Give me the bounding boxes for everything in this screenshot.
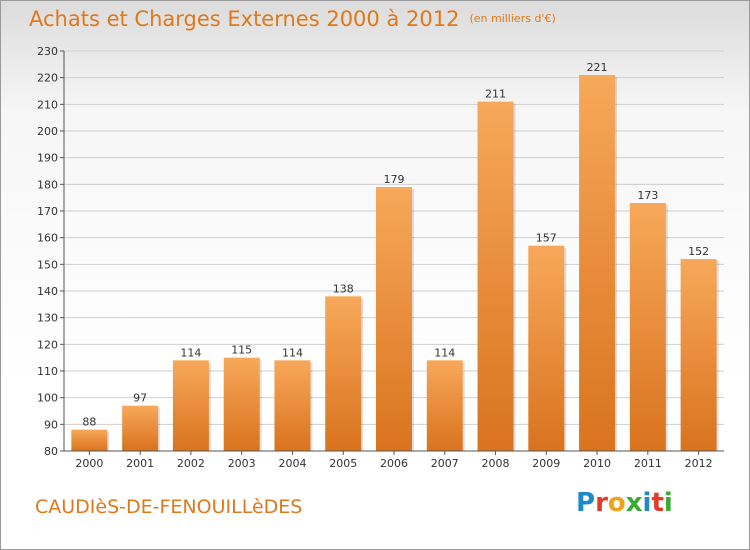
bar xyxy=(122,405,159,451)
x-tick-label: 2009 xyxy=(532,457,560,470)
bar-value-label: 179 xyxy=(384,173,405,186)
bar xyxy=(528,245,565,451)
x-axis: 2000 2001 2002 2003 2004 2005 2006 2007 2008 2009… xyxy=(64,450,724,470)
y-tick-label: 210 xyxy=(37,98,58,111)
bar-value-label: 138 xyxy=(333,282,354,295)
logo-letter: P xyxy=(576,488,596,518)
y-tick-label: 220 xyxy=(37,72,58,85)
bar-value-label: 157 xyxy=(536,232,557,245)
x-tick-label: 2000 xyxy=(75,457,103,470)
bar-value-label: 114 xyxy=(180,346,201,359)
y-tick-label: 80 xyxy=(44,445,58,458)
y-tick-label: 100 xyxy=(37,392,58,405)
x-tick-label: 2004 xyxy=(278,457,306,470)
x-tick-label: 2008 xyxy=(482,457,510,470)
chart-title: Achats et Charges Externes 2000 à 2012 (e… xyxy=(29,7,556,31)
logo-letter: i xyxy=(642,488,652,518)
bar xyxy=(172,360,209,451)
y-axis: 80 90 100 110 120 130 140 150 160 170 180 190 200 210… xyxy=(37,45,65,458)
x-tick-label: 2010 xyxy=(583,457,611,470)
bar xyxy=(629,203,666,451)
x-tick-label: 2003 xyxy=(228,457,256,470)
bar xyxy=(71,429,108,451)
bar xyxy=(376,187,412,451)
bar-value-label: 114 xyxy=(434,346,455,359)
bar xyxy=(274,360,311,451)
y-tick-label: 190 xyxy=(37,152,58,165)
bar xyxy=(223,357,260,451)
commune-name: CAUDIèS-DE-FENOUILLèDES xyxy=(35,496,303,518)
bar-value-label: 152 xyxy=(688,245,709,258)
y-tick-label: 110 xyxy=(37,365,58,378)
bar-value-label: 115 xyxy=(231,344,252,357)
chart-title-text: Achats et Charges Externes 2000 à 2012 xyxy=(29,7,460,31)
bar xyxy=(579,75,616,451)
bar xyxy=(325,296,362,451)
y-tick-label: 230 xyxy=(37,45,58,58)
bar-value-label: 97 xyxy=(133,392,147,405)
bar-value-label: 114 xyxy=(282,346,303,359)
logo-letter: t xyxy=(651,488,664,518)
logo-letter: r xyxy=(595,488,608,518)
y-tick-label: 140 xyxy=(37,285,58,298)
y-tick-label: 90 xyxy=(44,418,58,431)
x-tick-label: 2006 xyxy=(380,457,408,470)
logo-letter: i xyxy=(663,488,673,518)
bar xyxy=(426,360,463,451)
bars: 88 97 114 115 114 138 179 114 211 157 221 173 152 xyxy=(71,61,719,452)
x-tick-label: 2011 xyxy=(634,457,662,470)
y-tick-label: 170 xyxy=(37,205,58,218)
x-tick-label: 2001 xyxy=(126,457,154,470)
x-tick-label: 2005 xyxy=(329,457,357,470)
x-tick-label: 2002 xyxy=(177,457,205,470)
logo-letter: o xyxy=(607,488,626,518)
bar-value-label: 211 xyxy=(485,88,506,101)
y-tick-label: 120 xyxy=(37,338,58,351)
chart-subtitle: (en milliers d'€) xyxy=(469,12,556,25)
proxiti-logo[interactable]: Proxiti xyxy=(576,488,673,518)
y-tick-label: 130 xyxy=(37,312,58,325)
x-tick-label: 2012 xyxy=(685,457,713,470)
bar xyxy=(477,101,514,452)
y-tick-label: 150 xyxy=(37,258,58,271)
y-tick-label: 180 xyxy=(37,178,58,191)
bar-value-label: 221 xyxy=(587,61,608,74)
bar-value-label: 88 xyxy=(82,416,96,429)
y-tick-label: 200 xyxy=(37,125,58,138)
logo-letter: x xyxy=(625,488,643,518)
bar-value-label: 173 xyxy=(637,189,658,202)
bar xyxy=(680,259,717,451)
x-tick-label: 2007 xyxy=(431,457,459,470)
y-tick-label: 160 xyxy=(37,232,58,245)
